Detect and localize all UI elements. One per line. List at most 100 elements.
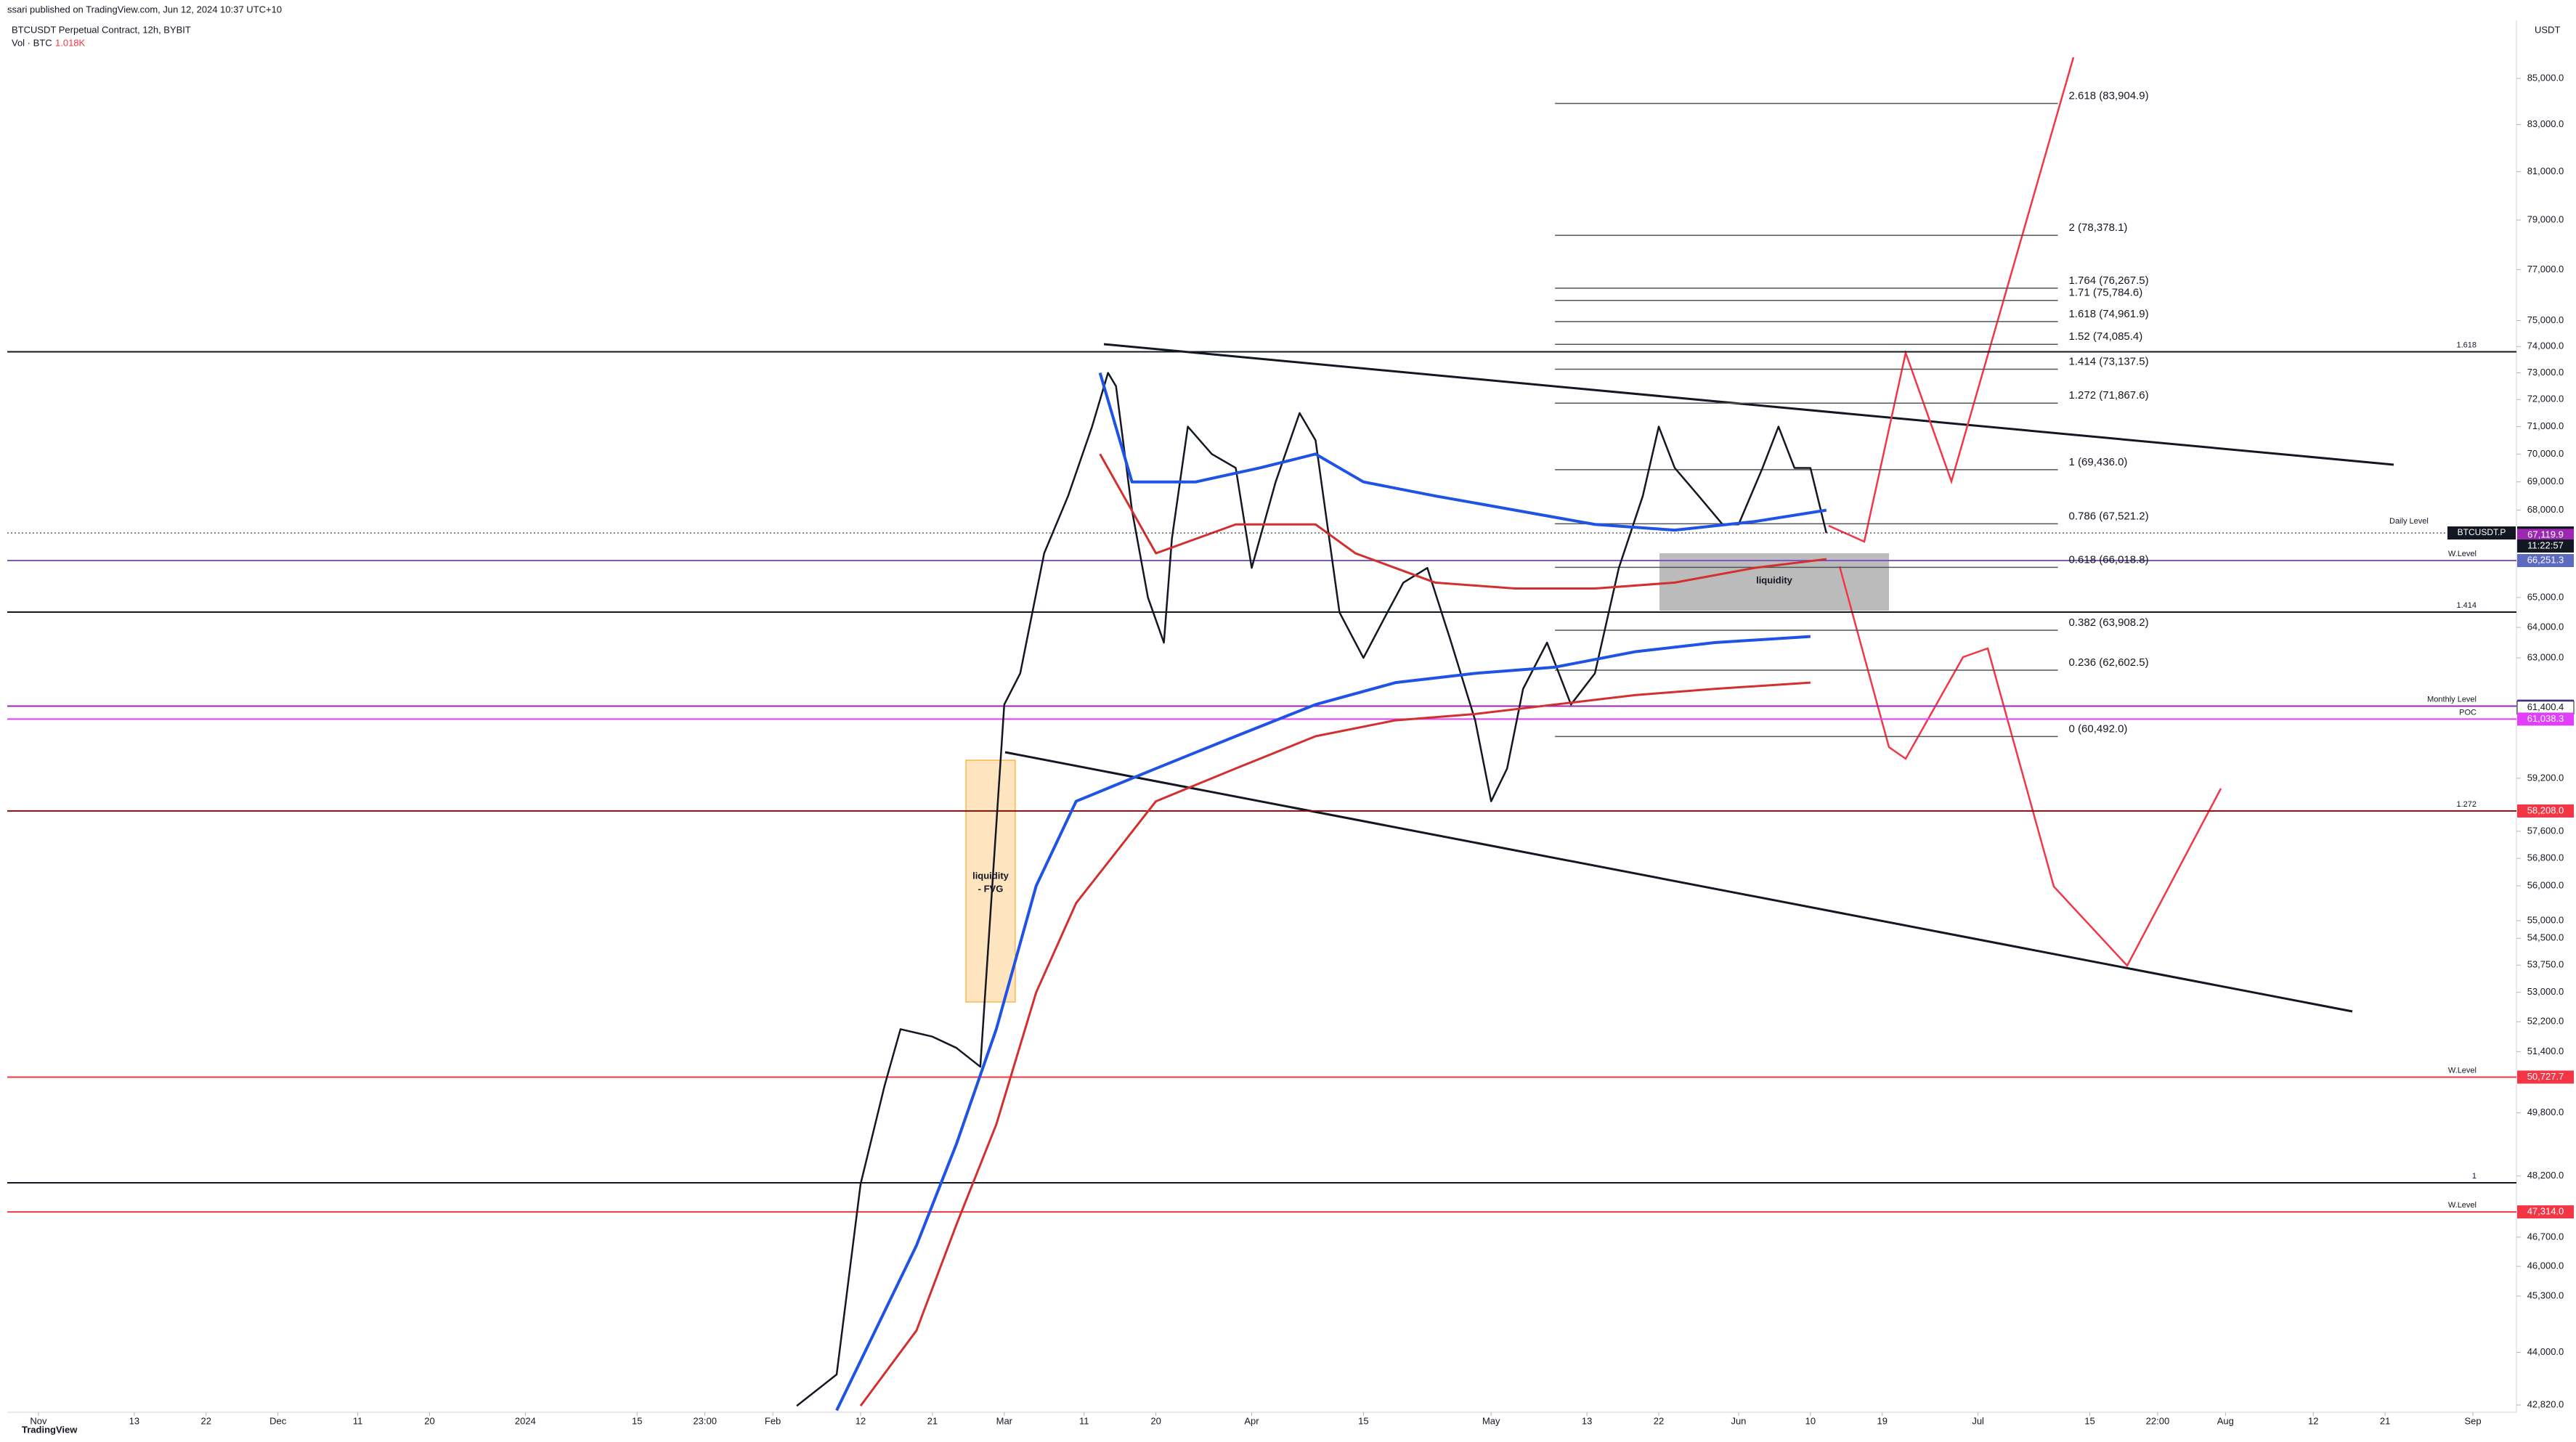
volume: Vol · BTC [12,37,52,48]
price-label-box [2517,804,2574,818]
y-tick-label: 53,000.0 [2527,986,2564,997]
fib-label: 2 (78,378.1) [2069,221,2128,234]
y-tick-label: 56,000.0 [2527,879,2564,890]
x-tick-label: Dec [269,1415,287,1426]
price-line [1098,372,1827,532]
fvg-label: liquidity [972,870,1009,881]
countdown: 11:22:57 [2527,539,2564,550]
fib-label: 0 (60,492.0) [2069,722,2128,735]
y-tick-label: 83,000.0 [2527,118,2564,129]
y-tick-label: 74,000.0 [2527,341,2564,351]
fib-label: 0.786 (67,521.2) [2069,510,2149,522]
countdown-box [2517,539,2574,553]
price-label-box [2517,529,2574,542]
level-label: POC [2459,708,2477,717]
level-label: W.Level [2448,1066,2477,1075]
x-tick-label: 23:00 [693,1415,717,1426]
published: ssari published on TradingView.com, Jun … [7,4,282,15]
price-label: 67,119.9 [2527,529,2564,540]
price-label-box [2517,1205,2574,1219]
currency: USDT [2535,24,2560,35]
x-tick-label: 20 [424,1415,434,1426]
level-label: 1.272 [2456,800,2477,809]
x-tick-label: 12 [2308,1415,2318,1426]
trendline [1004,751,2353,1013]
price-line [796,372,1828,1407]
volume-value: 1.018K [55,37,86,48]
fib-label: 1.764 (76,267.5) [2069,274,2149,287]
x-tick-label: 22 [1654,1415,1664,1426]
y-tick-label: 77,000.0 [2527,264,2564,274]
projection [1828,57,2075,543]
x-tick-label: Nov [30,1415,47,1426]
x-tick-label: Mar [996,1415,1013,1426]
x-tick-label: 11 [353,1415,363,1426]
y-tick-label: 71,000.0 [2527,420,2564,431]
projection [1838,566,2222,968]
trendline [1103,343,2394,466]
y-tick-label: 55,000.0 [2527,914,2564,925]
y-tick-label: 57,600.0 [2527,825,2564,836]
footer: TradingView [22,1424,78,1435]
fib-label: 0.382 (63,908.2) [2069,616,2149,629]
price-label: 66,251.3 [2527,554,2564,565]
y-tick-label: 68,000.0 [2527,504,2564,515]
x-tick-label: Jun [1731,1415,1746,1426]
price-label: 61,038.3 [2527,713,2564,724]
x-tick-label: Sep [2464,1415,2481,1426]
x-tick-label: Aug [2217,1415,2234,1426]
y-tick-label: 44,000.0 [2527,1346,2564,1357]
y-tick-label: 59,200.0 [2527,772,2564,783]
x-tick-label: Apr [1244,1415,1259,1426]
x-tick-label: 19 [1877,1415,1888,1426]
x-tick-label: 20 [1150,1415,1161,1426]
x-tick-label: 22 [201,1415,211,1426]
y-tick-label: 85,000.0 [2527,72,2564,83]
level-label: W.Level [2448,1201,2477,1210]
x-tick-label: 21 [927,1415,938,1426]
y-tick-label: 46,700.0 [2527,1231,2564,1242]
fib-label: 1.414 (73,137.5) [2069,355,2149,367]
x-tick-label: 11 [1079,1415,1089,1426]
y-tick-label: 54,500.0 [2527,932,2564,943]
level-label: 1.618 [2456,341,2477,349]
y-tick-label: 79,000.0 [2527,213,2564,224]
y-tick-label: 64,000.0 [2527,622,2564,632]
y-tick-label: 69,000.0 [2527,476,2564,486]
x-tick-label: 13 [1582,1415,1592,1426]
price-line [835,635,1811,1412]
y-tick-label: 70,000.0 [2527,448,2564,459]
price-label: 47,314.0 [2527,1206,2564,1217]
x-tick-label: 10 [1805,1415,1816,1426]
fib-label: 1.618 (74,961.9) [2069,308,2149,320]
fib-label: 0.236 (62,602.5) [2069,656,2149,669]
x-tick-label: 15 [2084,1415,2094,1426]
price-label-box [2517,1070,2574,1084]
x-tick-label: 12 [856,1415,866,1426]
level-label: Monthly Level [2427,695,2477,704]
price-line [859,681,1811,1407]
x-tick-label: 15 [1358,1415,1368,1426]
fib-label: 0.618 (66,018.8) [2069,553,2149,566]
y-tick-label: 49,800.0 [2527,1107,2564,1117]
fvg-label: - FVG [978,883,1004,894]
x-tick-label: May [1482,1415,1500,1426]
y-tick-label: 46,000.0 [2527,1260,2564,1271]
price-label: 58,208.0 [2527,804,2564,815]
fvg-box [965,759,1016,1003]
x-tick-label: 13 [129,1415,139,1426]
symbol-box [2447,526,2516,540]
fib-label: 1.272 (71,867.6) [2069,389,2149,402]
fib-label: 2.618 (83,904.9) [2069,90,2149,102]
y-tick-label: 42,820.0 [2527,1398,2564,1409]
y-tick-label: 51,400.0 [2527,1046,2564,1056]
y-tick-label: 75,000.0 [2527,314,2564,325]
level-label: 1 [2472,1172,2477,1181]
y-tick-label: 81,000.0 [2527,166,2564,176]
y-tick-label: 63,000.0 [2527,652,2564,663]
x-tick-label: 21 [2380,1415,2390,1426]
x-tick-label: Feb [765,1415,781,1426]
y-tick-label: 73,000.0 [2527,367,2564,378]
